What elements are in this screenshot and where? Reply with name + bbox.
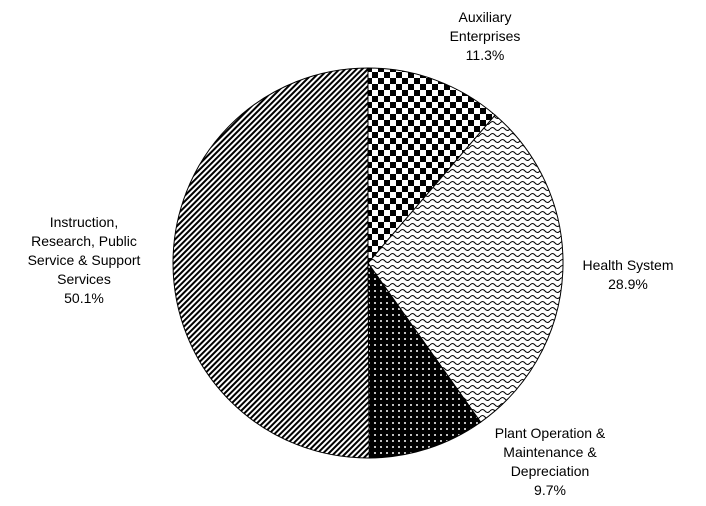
category-label: Auxiliary Enterprises (449, 9, 521, 44)
category-label: Plant Operation & Maintenance & Deprecia… (494, 425, 606, 479)
value-label: 28.9% (608, 276, 648, 292)
pie-slice (367, 114, 564, 423)
slice-label: Instruction, Research, Public Service & … (14, 213, 154, 308)
pie-slice (367, 67, 496, 265)
category-label: Health System (582, 257, 674, 273)
slice-label: Auxiliary Enterprises 11.3% (425, 8, 545, 65)
pie-slice (172, 67, 370, 459)
category-label: Instruction, Research, Public Service & … (27, 214, 141, 287)
value-label: 50.1% (64, 290, 104, 306)
pie-slice (367, 261, 482, 459)
slice-label: Plant Operation & Maintenance & Deprecia… (476, 424, 624, 500)
value-label: 11.3% (465, 47, 505, 63)
value-label: 9.7% (534, 482, 566, 498)
slice-label: Health System 28.9% (568, 256, 688, 294)
